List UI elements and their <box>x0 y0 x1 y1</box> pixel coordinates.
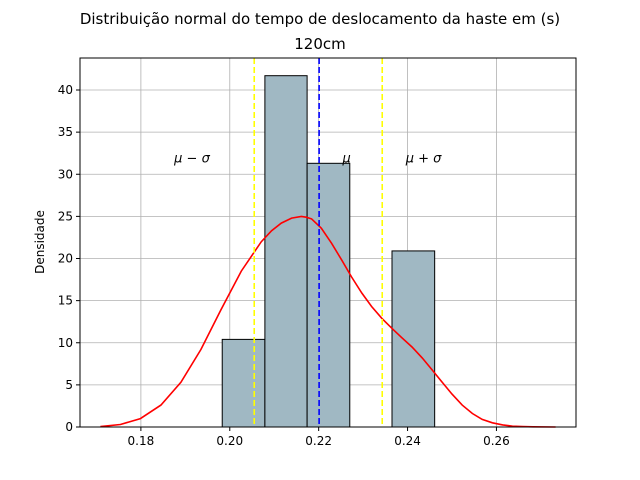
x-tick-label: 0.26 <box>483 434 510 448</box>
x-axis: 0.18 0.20 0.22 0.24 0.26 <box>128 427 510 448</box>
histogram-bar <box>306 162 351 428</box>
y-tick-label: 0 <box>65 420 73 434</box>
histogram-bars <box>221 75 436 428</box>
reference-lines <box>253 58 384 427</box>
annotations: μ − σ μ μ + σ <box>173 151 442 166</box>
histogram-bar <box>391 250 436 428</box>
y-tick-label: 10 <box>58 336 73 350</box>
kde-line <box>100 215 556 428</box>
y-tick-label: 20 <box>58 252 73 266</box>
x-tick-label: 0.22 <box>305 434 332 448</box>
annotation-label: μ + σ <box>405 151 442 166</box>
y-tick-label: 30 <box>58 167 73 181</box>
chart-subtitle: 120cm <box>294 35 346 53</box>
y-tick-label: 25 <box>58 209 73 223</box>
x-tick-label: 0.20 <box>216 434 243 448</box>
y-axis-label: Densidade <box>33 210 47 274</box>
x-tick-label: 0.24 <box>394 434 421 448</box>
kde-curve <box>100 215 556 428</box>
annotation-label: μ − σ <box>173 151 210 166</box>
x-tick-label: 0.18 <box>128 434 155 448</box>
chart-title: Distribuição normal do tempo de deslocam… <box>80 10 560 28</box>
y-axis: 0 5 10 15 20 25 30 35 40 <box>58 83 80 434</box>
histogram-bar <box>221 338 266 428</box>
histogram-bar <box>264 75 308 428</box>
y-tick-label: 5 <box>65 378 73 392</box>
y-tick-label: 15 <box>58 294 73 308</box>
y-tick-label: 40 <box>58 83 73 97</box>
plot-frame <box>79 57 577 428</box>
y-tick-label: 35 <box>58 125 73 139</box>
annotation-label: μ <box>342 151 351 166</box>
